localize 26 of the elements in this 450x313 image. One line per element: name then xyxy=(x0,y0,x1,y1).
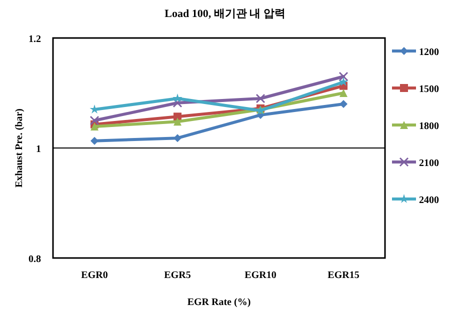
point xyxy=(174,118,182,126)
point xyxy=(90,122,98,131)
point xyxy=(338,72,348,82)
point xyxy=(90,136,98,145)
y-tick-label: 1 xyxy=(36,144,41,155)
x-tick-label: EGR15 xyxy=(328,270,360,281)
x-tick-label: EGR5 xyxy=(164,270,191,281)
legend-label: 1500 xyxy=(419,84,439,95)
y-tick-label: 1.2 xyxy=(28,34,41,45)
point xyxy=(256,94,266,104)
point xyxy=(174,134,182,142)
y-axis-title: Exhaust Pre. (bar) xyxy=(14,108,25,188)
legend-label: 1800 xyxy=(419,121,439,132)
x-tick-label: EGR10 xyxy=(244,270,276,281)
y-tick-label: 0.8 xyxy=(28,254,41,265)
x-tick-label: EGR0 xyxy=(81,270,108,281)
legend-label: 2400 xyxy=(419,195,439,206)
chart-title: Load 100, 배기관 내 압력 xyxy=(164,8,286,20)
point xyxy=(338,77,348,86)
point xyxy=(90,116,100,126)
point xyxy=(340,100,348,108)
legend-label: 2100 xyxy=(419,158,439,169)
point xyxy=(340,89,348,97)
point xyxy=(172,94,182,103)
legend-label: 1200 xyxy=(419,47,439,58)
x-axis-title: EGR Rate (%) xyxy=(187,297,251,308)
